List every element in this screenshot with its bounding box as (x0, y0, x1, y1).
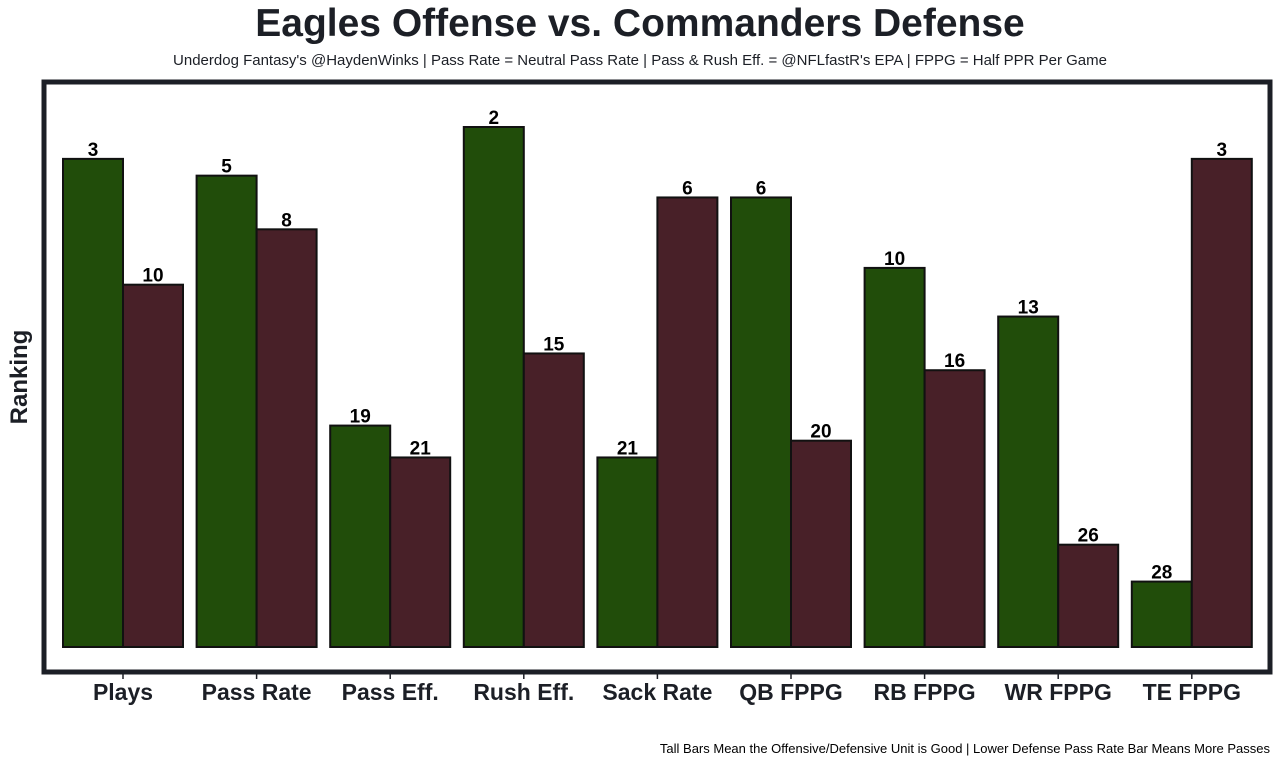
defense-bar-pass-eff (389, 456, 452, 648)
offense-rank-label: 13 (1018, 298, 1039, 319)
defense-rank-label: 16 (944, 351, 965, 372)
offense-bar-te-fppg (1130, 580, 1193, 648)
x-tick-label: Sack Rate (602, 679, 712, 705)
offense-bar-pass-rate (195, 174, 258, 648)
defense-rank-label: 6 (682, 178, 693, 199)
offense-bar-plays (62, 157, 124, 648)
offense-bar-sack-rate (596, 456, 659, 648)
offense-rank-label: 10 (884, 249, 905, 270)
offense-rank-label: 19 (350, 407, 371, 428)
offense-bar-rush-eff (462, 126, 525, 648)
x-tick-label: TE FPPG (1143, 679, 1241, 705)
defense-rank-label: 15 (543, 334, 565, 355)
offense-rank-label: 3 (88, 140, 99, 161)
bar-labels-group: 3 10 5 8 19 21 2 15 21 6 6 20 10 16 13 26 28 3 (88, 108, 1227, 584)
defense-bar-wr-fppg (1057, 543, 1120, 649)
chart-title: Eagles Offense vs. Commanders Defense (255, 2, 1025, 45)
defense-bar-te-fppg (1190, 157, 1253, 648)
offense-bar-qb-fppg (730, 196, 792, 649)
x-tick-label: RB FPPG (873, 679, 975, 705)
defense-rank-label: 26 (1078, 526, 1099, 547)
defense-rank-label: 10 (142, 266, 163, 287)
defense-rank-label: 20 (810, 422, 831, 443)
bars-group (62, 126, 1253, 649)
defense-bar-rush-eff (522, 352, 585, 648)
chart-subtitle: Underdog Fantasy's @HaydenWinks | Pass R… (173, 52, 1107, 69)
defense-rank-label: 21 (410, 438, 432, 459)
offense-bar-rb-fppg (863, 266, 926, 648)
x-axis-ticks: Plays Pass Rate Pass Eff. Rush Eff. Sack Rat… (93, 674, 1241, 705)
defense-bar-plays (122, 283, 184, 648)
offense-rank-label: 28 (1151, 563, 1172, 584)
defense-rank-label: 8 (281, 210, 292, 231)
defense-bar-sack-rate (656, 196, 719, 649)
defense-bar-pass-rate (255, 228, 318, 649)
x-tick-label: Pass Eff. (342, 679, 439, 705)
x-tick-label: Plays (93, 679, 153, 705)
offense-bar-pass-eff (329, 424, 392, 649)
x-tick-label: QB FPPG (739, 679, 843, 705)
x-tick-label: Pass Rate (202, 679, 312, 705)
offense-rank-label: 6 (756, 178, 767, 199)
x-tick-label: Rush Eff. (473, 679, 574, 705)
defense-bar-rb-fppg (923, 369, 986, 648)
offense-rank-label: 5 (221, 157, 232, 178)
offense-rank-label: 2 (489, 108, 500, 129)
defense-bar-qb-fppg (790, 439, 852, 649)
offense-bar-wr-fppg (997, 315, 1060, 648)
x-tick-label: WR FPPG (1005, 679, 1112, 705)
defense-rank-label: 3 (1217, 140, 1228, 161)
offense-rank-label: 21 (617, 438, 639, 459)
chart-footnote: Tall Bars Mean the Offensive/Defensive U… (659, 741, 1270, 756)
plot-frame (41, 79, 1273, 675)
